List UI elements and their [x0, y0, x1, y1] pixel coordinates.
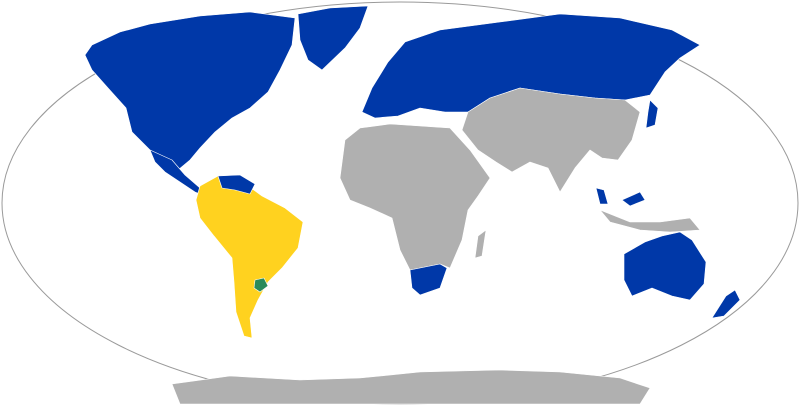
- uruguay[interactable]: [253, 277, 269, 293]
- europe-russia[interactable]: [361, 13, 701, 119]
- australia[interactable]: [623, 231, 707, 301]
- asia[interactable]: [461, 87, 641, 193]
- new-zealand[interactable]: [711, 289, 741, 319]
- antarctica[interactable]: [171, 369, 651, 405]
- south-africa[interactable]: [409, 263, 448, 296]
- malaysia[interactable]: [595, 187, 646, 207]
- indonesia[interactable]: [599, 209, 701, 233]
- north-america[interactable]: [84, 11, 296, 171]
- greenland[interactable]: [297, 5, 369, 71]
- madagascar[interactable]: [474, 229, 487, 259]
- south-america[interactable]: [195, 175, 304, 339]
- japan[interactable]: [645, 99, 659, 129]
- venezuela[interactable]: [217, 174, 256, 195]
- africa[interactable]: [339, 123, 491, 271]
